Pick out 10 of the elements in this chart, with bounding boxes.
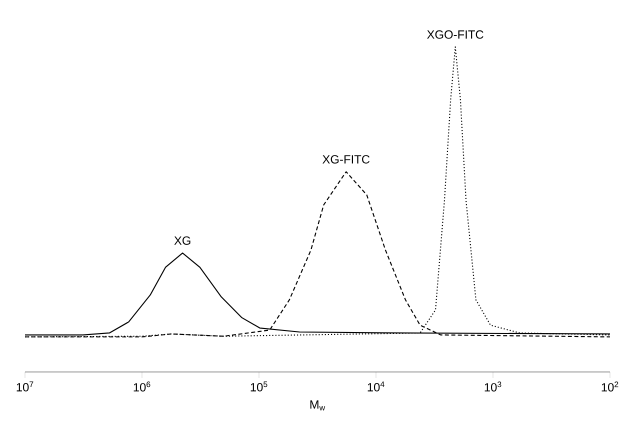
series-label: XG-FITC	[322, 155, 370, 164]
series-label: XG	[174, 236, 190, 245]
x-tick-label: 10$^{5}$	[250, 382, 268, 392]
x-tick-label: 10$^{2}$	[602, 382, 618, 392]
x-axis-title: M$_{w}$	[310, 400, 326, 410]
x-tick-label: 10$^{4}$	[368, 382, 384, 392]
x-tick-label: 10$^{7}$	[16, 382, 34, 392]
x-tick-label: 10$^{3}$	[484, 382, 502, 392]
x-tick-label: 10$^{6}$	[134, 382, 150, 392]
series-label: XGO-FITC	[427, 30, 484, 39]
